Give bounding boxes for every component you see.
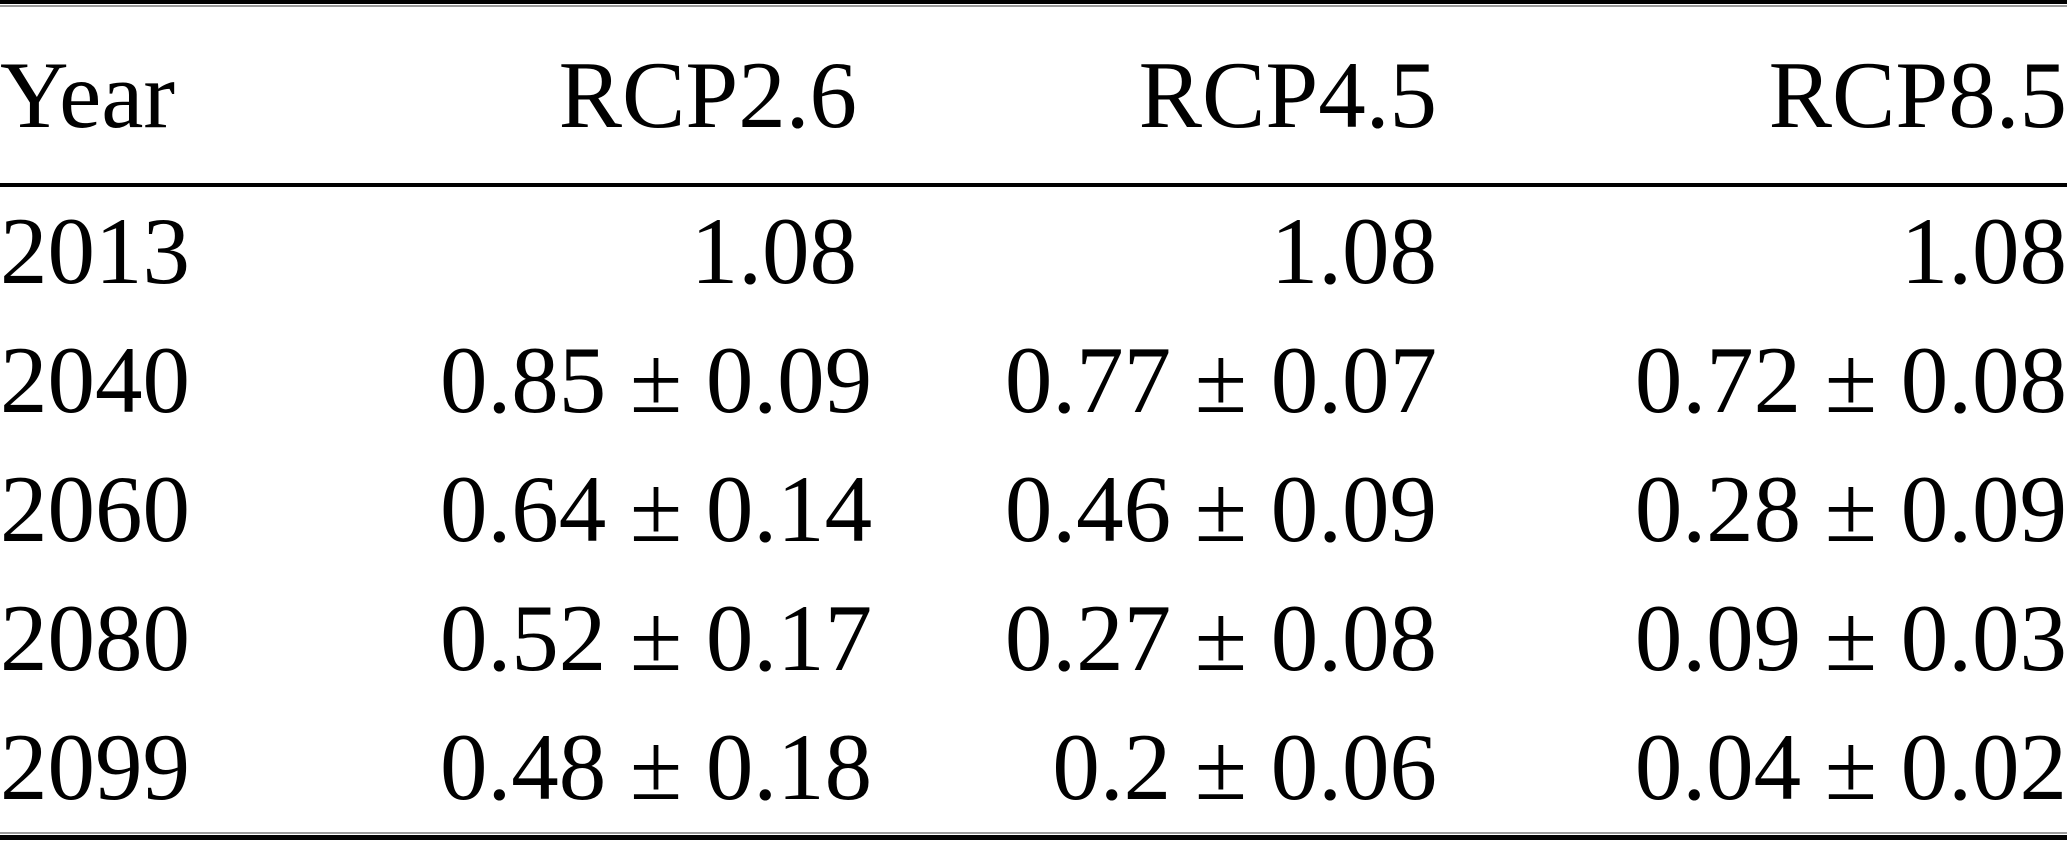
value-cell: 0.28 ± 0.09 (1634, 456, 2067, 562)
value-cell: 0.85 ± 0.09 (440, 327, 873, 433)
year-cell: 2013 (0, 198, 190, 304)
header-row: Year RCP2.6 RCP4.5 RCP8.5 (0, 7, 2067, 187)
value-cell: 0.2 ± 0.06 (1052, 714, 1437, 820)
value-cell: 0.77 ± 0.07 (1004, 327, 1437, 433)
value-cell: 1.08 (1900, 198, 2067, 304)
value-cell: 0.72 ± 0.08 (1634, 327, 2067, 433)
table-row: 2040 0.85 ± 0.09 0.77 ± 0.07 0.72 ± 0.08 (0, 316, 2067, 445)
year-cell: 2060 (0, 456, 190, 562)
table-bottom-rule (0, 832, 2067, 840)
column-header-year: Year (0, 7, 440, 187)
column-header-rcp85: RCP8.5 (1437, 7, 2067, 187)
value-cell: 1.08 (690, 198, 857, 304)
table-body: 2013 1.08 1.08 1.08 2040 0.85 ± 0.09 0.77 ± 0.… (0, 185, 2067, 832)
column-header-rcp45: RCP4.5 (857, 7, 1437, 187)
value-cell: 0.52 ± 0.17 (440, 585, 873, 691)
table-row: 2080 0.52 ± 0.17 0.27 ± 0.08 0.09 ± 0.03 (0, 574, 2067, 703)
value-cell: 0.64 ± 0.14 (440, 456, 873, 562)
column-header-rcp26: RCP2.6 (440, 7, 857, 187)
value-cell: 0.09 ± 0.03 (1634, 585, 2067, 691)
value-cell: 0.27 ± 0.08 (1004, 585, 1437, 691)
year-cell: 2040 (0, 327, 190, 433)
table-row: 2099 0.48 ± 0.18 0.2 ± 0.06 0.04 ± 0.02 (0, 703, 2067, 832)
value-cell: 0.46 ± 0.09 (1004, 456, 1437, 562)
value-cell: 1.08 (1270, 198, 1437, 304)
table-row: 2013 1.08 1.08 1.08 (0, 185, 2067, 316)
value-cell: 0.48 ± 0.18 (440, 714, 873, 820)
table-top-rule (0, 0, 2067, 7)
rcp-projection-table: Year RCP2.6 RCP4.5 RCP8.5 2013 1.08 1.08 1.… (0, 7, 2067, 832)
value-cell: 0.04 ± 0.02 (1634, 714, 2067, 820)
year-cell: 2080 (0, 585, 190, 691)
table-row: 2060 0.64 ± 0.14 0.46 ± 0.09 0.28 ± 0.09 (0, 445, 2067, 574)
year-cell: 2099 (0, 714, 190, 820)
